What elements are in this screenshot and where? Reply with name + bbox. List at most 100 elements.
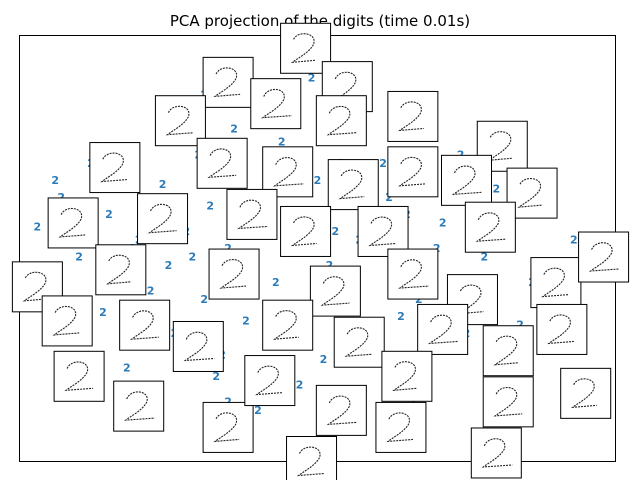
thumbnail-frame <box>381 350 433 402</box>
data-point-label: 2 <box>123 361 131 374</box>
data-point-label: 2 <box>99 306 107 319</box>
thumbnail-frame <box>315 384 367 436</box>
thumbnail-frame <box>357 205 409 257</box>
digit-thumbnail <box>387 146 439 198</box>
data-point-label: 2 <box>296 378 304 391</box>
thumbnail-frame <box>387 90 439 142</box>
digit-two-sketch <box>165 105 194 136</box>
digit-two-sketch <box>100 152 127 183</box>
digit-thumbnail <box>530 257 582 309</box>
digit-two-sketch <box>123 391 155 421</box>
data-point-label: 2 <box>57 191 65 204</box>
data-point-label: 2 <box>165 259 173 272</box>
digit-two-sketch <box>570 378 597 409</box>
digit-thumbnail <box>560 367 612 419</box>
digit-two-sketch <box>427 314 458 345</box>
thumbnail-frame <box>315 95 367 147</box>
digit-thumbnail <box>417 303 469 355</box>
data-point-label: 2 <box>159 178 167 191</box>
digit-two-sketch <box>290 33 316 63</box>
digit-thumbnail <box>464 201 516 253</box>
digit-thumbnail <box>286 436 338 480</box>
thumbnail-frame <box>309 265 361 317</box>
digit-thumbnail <box>333 316 385 368</box>
digit-thumbnail <box>482 325 534 377</box>
thumbnail-frame <box>137 193 189 245</box>
digit-two-sketch <box>106 254 131 285</box>
digit-two-sketch <box>475 212 506 242</box>
data-point-label: 2 <box>457 148 465 161</box>
thumbnail-frame <box>95 244 147 296</box>
digit-two-sketch <box>52 306 80 336</box>
data-point-label: 2 <box>189 251 197 264</box>
thumbnail-frame <box>536 303 588 355</box>
digit-thumbnail <box>387 90 439 142</box>
digit-two-sketch <box>338 169 365 200</box>
data-point-label: 2 <box>433 242 441 255</box>
digit-two-sketch <box>517 178 543 208</box>
thumbnail-frame <box>202 56 254 108</box>
digit-two-sketch <box>326 105 357 136</box>
thumbnail-frame <box>208 248 260 300</box>
thumbnail-frame <box>578 231 630 283</box>
data-point-label: 2 <box>105 208 113 221</box>
digit-thumbnail <box>95 244 147 296</box>
digit-thumbnail <box>262 146 314 198</box>
data-point-label: 2 <box>224 242 232 255</box>
data-point-label: 2 <box>439 216 447 229</box>
digit-thumbnail <box>381 350 433 402</box>
thumbnail-frame <box>375 401 427 453</box>
data-point-label: 2 <box>224 395 232 408</box>
digit-two-sketch <box>481 438 513 468</box>
digit-two-sketch <box>64 361 94 391</box>
digit-thumbnail <box>536 303 588 355</box>
thumbnail-frame <box>470 427 522 479</box>
data-point-label: 2 <box>379 157 387 170</box>
data-point-label: 2 <box>314 174 322 187</box>
digit-thumbnail <box>250 78 302 130</box>
digit-thumbnail <box>226 188 278 240</box>
data-point-label: 2 <box>385 191 393 204</box>
digit-thumbnail <box>202 56 254 108</box>
digit-thumbnail <box>470 427 522 479</box>
data-point-label: 2 <box>34 221 42 234</box>
thumbnail-frame <box>113 380 165 432</box>
digit-two-sketch <box>272 310 299 340</box>
data-point-label: 2 <box>320 353 328 366</box>
data-point-label: 2 <box>51 174 59 187</box>
thumbnail-frame <box>226 188 278 240</box>
digit-two-sketch <box>147 203 177 234</box>
digit-two-sketch <box>272 157 304 187</box>
thumbnail-frame <box>47 197 99 249</box>
digit-thumbnail <box>262 299 314 351</box>
digit-two-sketch <box>451 165 482 196</box>
thumbnail-frame <box>560 367 612 419</box>
digit-thumbnail <box>47 197 99 249</box>
digit-two-sketch <box>368 216 397 247</box>
thumbnail-frame <box>417 303 469 355</box>
thumbnail-frame <box>387 248 439 300</box>
digit-two-sketch <box>129 310 159 340</box>
thumbnail-frame <box>464 201 516 253</box>
data-point-label: 2 <box>272 276 280 289</box>
digit-thumbnail <box>309 265 361 317</box>
digit-two-sketch <box>386 412 413 443</box>
thumbnail-frame <box>119 299 171 351</box>
digit-two-sketch <box>332 71 362 102</box>
data-point-label: 2 <box>492 182 500 195</box>
digit-thumbnail <box>441 154 492 206</box>
thumbnail-frame <box>482 376 534 428</box>
digit-two-sketch <box>493 335 519 366</box>
data-point-label: 2 <box>200 293 208 306</box>
thumbnail-frame <box>172 320 224 372</box>
thumbnail-frame <box>196 137 248 189</box>
data-point-label: 2 <box>230 123 238 136</box>
digit-thumbnail <box>387 248 439 300</box>
digit-two-sketch <box>183 331 215 362</box>
thumbnail-frame <box>154 95 206 147</box>
thumbnail-frame <box>41 295 93 347</box>
data-point-label: 2 <box>409 395 417 408</box>
digit-two-sketch <box>541 267 569 298</box>
